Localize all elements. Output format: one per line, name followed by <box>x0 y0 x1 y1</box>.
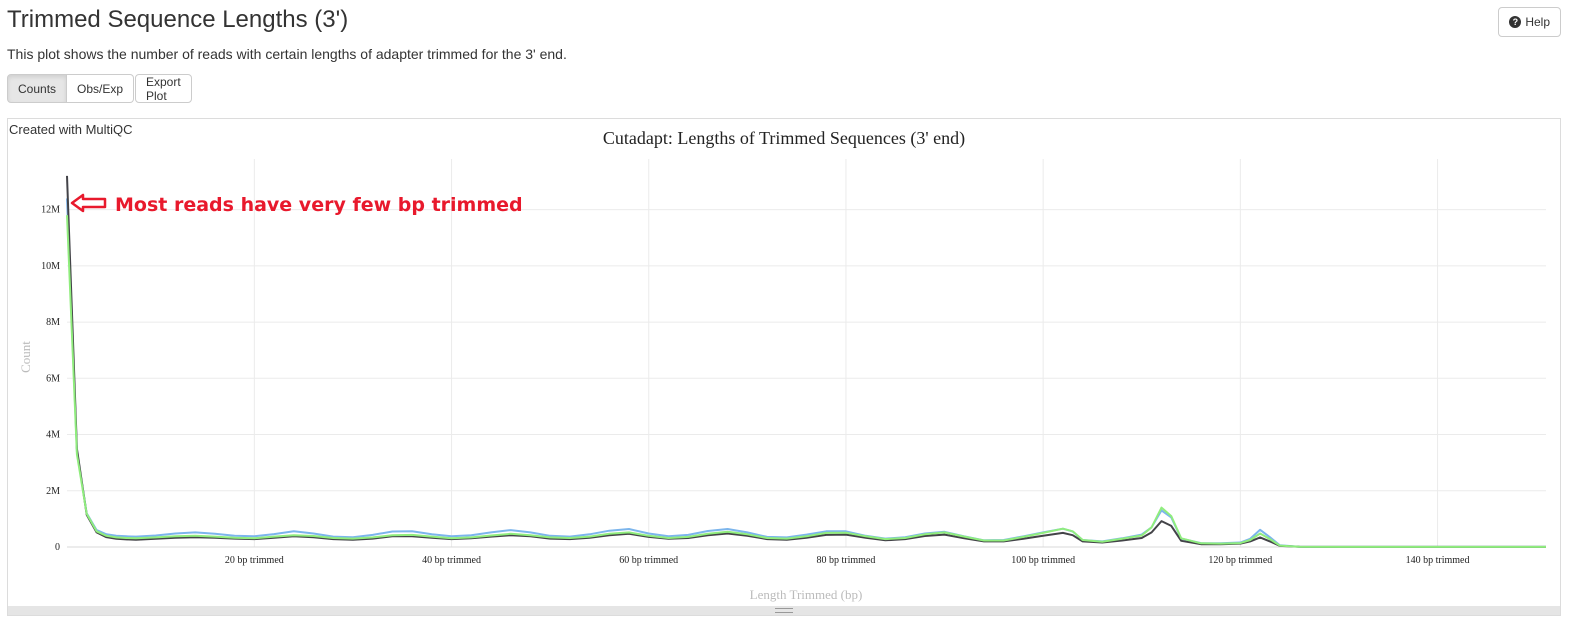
help-button-label: Help <box>1525 15 1550 29</box>
grip-icon <box>775 608 793 613</box>
annotation: Most reads have very few bp trimmed <box>70 193 523 216</box>
question-circle-icon: ? <box>1509 16 1522 28</box>
y-tick-label: 8M <box>46 317 60 328</box>
y-tick-label: 2M <box>46 486 60 497</box>
y-axis-label: Count <box>18 341 33 373</box>
x-tick-label: 40 bp trimmed <box>422 555 481 566</box>
x-tick-label: 100 bp trimmed <box>1011 555 1075 566</box>
y-tick-label: 12M <box>41 205 60 216</box>
arrow-left-icon <box>70 193 107 213</box>
plot-container: 20 bp trimmed 40 bp trimmed 60 bp trimmed 8… <box>7 118 1561 616</box>
plot-toolbar: Counts Obs/Exp Export Plot <box>7 74 192 103</box>
obs-exp-button[interactable]: Obs/Exp <box>67 74 135 103</box>
x-axis-label: Length Trimmed (bp) <box>750 587 863 602</box>
page-title: Trimmed Sequence Lengths (3') <box>7 6 349 33</box>
x-tick-label: 120 bp trimmed <box>1208 555 1272 566</box>
x-tick-label: 60 bp trimmed <box>619 555 678 566</box>
x-tick-label: 20 bp trimmed <box>225 555 284 566</box>
y-tick-label: 0 <box>55 542 60 553</box>
export-plot-button[interactable]: Export Plot <box>135 74 192 103</box>
help-button[interactable]: ? Help <box>1498 7 1561 37</box>
x-tick-label: 80 bp trimmed <box>816 555 875 566</box>
y-tick-label: 4M <box>46 430 60 441</box>
series-layer <box>66 175 1546 548</box>
plot-description: This plot shows the number of reads with… <box>7 46 567 62</box>
line-chart: 20 bp trimmed 40 bp trimmed 60 bp trimmed 8… <box>18 128 1546 602</box>
multiqc-credit: Created with MultiQC <box>9 122 133 137</box>
grid-layer <box>67 159 1546 548</box>
plot-resize-handle[interactable] <box>8 606 1560 615</box>
x-tick-label: 140 bp trimmed <box>1406 555 1470 566</box>
annotation-text: Most reads have very few bp trimmed <box>115 194 523 216</box>
y-tick-label: 10M <box>41 261 60 272</box>
y-tick-label: 6M <box>46 373 60 384</box>
series-line-3[interactable] <box>66 215 1546 548</box>
counts-button[interactable]: Counts <box>7 74 68 103</box>
series-line-1[interactable] <box>66 198 1546 548</box>
chart-title: Cutadapt: Lengths of Trimmed Sequences (… <box>603 128 965 149</box>
ticks-layer: 20 bp trimmed 40 bp trimmed 60 bp trimmed 8… <box>41 205 1469 566</box>
